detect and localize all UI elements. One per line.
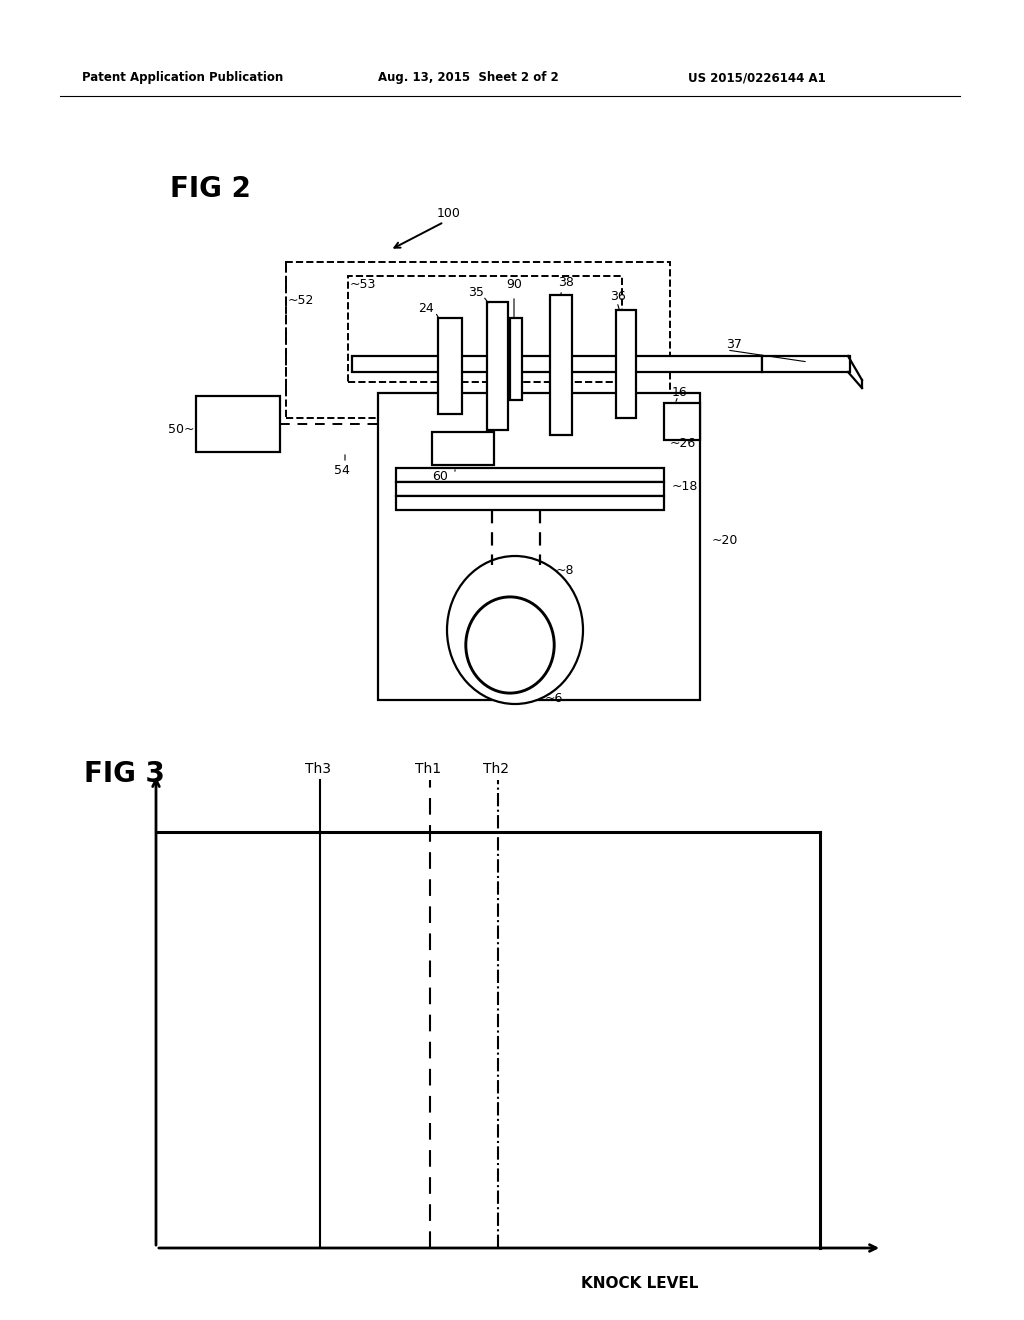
Text: 38: 38 [558,276,573,289]
Text: 54: 54 [334,463,350,477]
Text: 36: 36 [610,289,626,302]
Bar [352,356,762,372]
Text: 16: 16 [672,387,688,400]
Text: 37: 37 [726,338,741,351]
Bar [510,318,522,400]
Bar [196,396,280,451]
Text: Patent Application Publication: Patent Application Publication [82,71,284,84]
Bar [616,310,636,418]
Bar [348,276,622,381]
Text: KNOCK LEVEL: KNOCK LEVEL [582,1276,698,1291]
Ellipse shape [447,556,583,704]
Ellipse shape [466,597,554,693]
Bar [396,482,664,496]
Bar [762,356,850,372]
Bar [378,393,700,700]
Text: ~8: ~8 [556,564,574,577]
Text: 35: 35 [468,285,484,298]
Bar [487,302,508,430]
Text: Th2: Th2 [483,762,509,776]
Text: Th3: Th3 [305,762,331,776]
Bar [438,318,462,414]
Text: ~52: ~52 [288,293,314,306]
Text: 100: 100 [437,207,461,220]
Bar [286,261,670,418]
Bar [396,496,664,510]
Text: ~20: ~20 [712,533,738,546]
Text: 50~: 50~ [168,424,195,437]
Bar [396,469,664,482]
Text: ~6: ~6 [545,692,563,705]
Text: ~53: ~53 [350,277,377,290]
Text: FIG 3: FIG 3 [84,760,165,788]
Bar [432,432,494,465]
Text: US 2015/0226144 A1: US 2015/0226144 A1 [688,71,825,84]
Text: 24: 24 [418,301,434,314]
Text: ~26: ~26 [670,437,696,450]
Bar [550,294,572,436]
Bar [664,403,700,440]
Text: ~18: ~18 [672,480,698,494]
Text: Aug. 13, 2015  Sheet 2 of 2: Aug. 13, 2015 Sheet 2 of 2 [378,71,559,84]
Text: 90: 90 [506,279,522,292]
Text: Th1: Th1 [415,762,441,776]
Text: FIG 2: FIG 2 [170,176,251,203]
Text: 60: 60 [432,470,447,483]
